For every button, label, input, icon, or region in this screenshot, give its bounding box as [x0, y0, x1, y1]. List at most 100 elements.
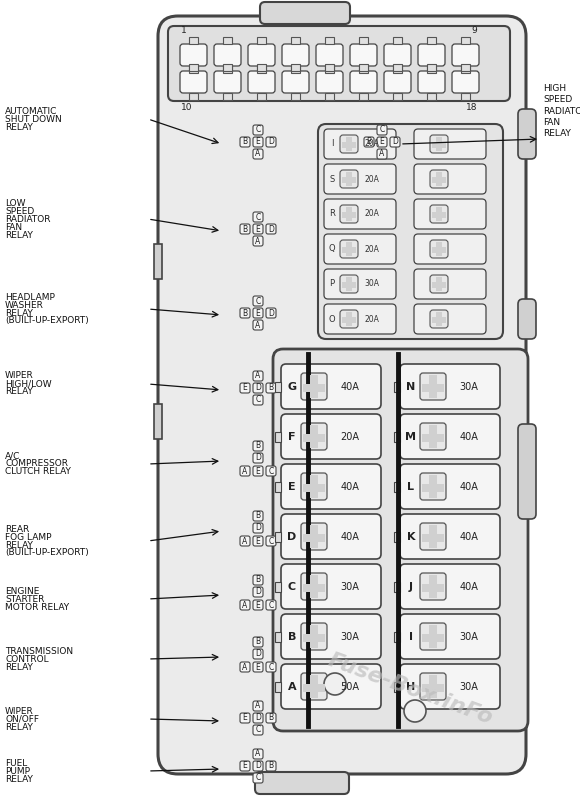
- Bar: [436, 277, 442, 291]
- Text: HEADLAMP: HEADLAMP: [5, 292, 55, 301]
- Bar: [275, 431, 281, 442]
- FancyBboxPatch shape: [266, 308, 276, 318]
- FancyBboxPatch shape: [253, 523, 263, 533]
- Bar: [427, 93, 436, 100]
- Text: D: D: [255, 384, 261, 392]
- Bar: [427, 64, 436, 71]
- Text: 18: 18: [466, 103, 477, 112]
- Text: FUEL: FUEL: [5, 758, 27, 768]
- Text: 20A: 20A: [364, 244, 379, 253]
- Bar: [432, 317, 446, 323]
- Bar: [223, 37, 232, 44]
- FancyBboxPatch shape: [430, 310, 448, 328]
- Bar: [275, 631, 281, 642]
- FancyBboxPatch shape: [420, 573, 446, 600]
- Text: FAN: FAN: [5, 222, 22, 232]
- Bar: [342, 212, 356, 218]
- FancyBboxPatch shape: [414, 164, 486, 194]
- Bar: [257, 37, 266, 44]
- Bar: [394, 381, 400, 392]
- Text: TRANSMISSION: TRANSMISSION: [5, 646, 73, 655]
- Text: E: E: [256, 137, 260, 146]
- Bar: [189, 66, 198, 73]
- Text: STARTER: STARTER: [5, 594, 45, 603]
- Text: E: E: [242, 714, 248, 722]
- FancyBboxPatch shape: [340, 310, 358, 328]
- FancyBboxPatch shape: [248, 44, 275, 66]
- FancyBboxPatch shape: [253, 296, 263, 306]
- Bar: [325, 93, 334, 100]
- Text: D: D: [268, 225, 274, 233]
- FancyBboxPatch shape: [324, 304, 396, 334]
- Text: 40A: 40A: [340, 531, 359, 542]
- Bar: [342, 142, 356, 148]
- FancyBboxPatch shape: [266, 536, 276, 546]
- Text: D: D: [392, 137, 398, 146]
- Text: B: B: [242, 225, 248, 233]
- FancyBboxPatch shape: [400, 564, 500, 609]
- FancyBboxPatch shape: [430, 240, 448, 258]
- Bar: [394, 682, 400, 691]
- Text: A/C: A/C: [5, 451, 20, 460]
- FancyBboxPatch shape: [253, 761, 263, 771]
- Bar: [303, 684, 325, 692]
- FancyBboxPatch shape: [384, 71, 411, 93]
- FancyBboxPatch shape: [240, 383, 250, 393]
- Text: RELAY: RELAY: [5, 388, 33, 396]
- Bar: [310, 575, 318, 598]
- Text: D: D: [255, 587, 261, 597]
- FancyBboxPatch shape: [350, 71, 377, 93]
- Text: CONTROL: CONTROL: [5, 654, 49, 663]
- Text: B: B: [255, 638, 260, 646]
- FancyBboxPatch shape: [266, 224, 276, 234]
- Text: C: C: [255, 725, 260, 734]
- Bar: [275, 531, 281, 542]
- FancyBboxPatch shape: [414, 269, 486, 299]
- FancyBboxPatch shape: [350, 44, 377, 66]
- Bar: [257, 64, 266, 71]
- Text: E: E: [288, 482, 296, 491]
- Bar: [429, 475, 437, 498]
- Text: E: E: [256, 225, 260, 233]
- FancyBboxPatch shape: [340, 240, 358, 258]
- Text: RELAY: RELAY: [5, 230, 33, 240]
- Bar: [436, 242, 442, 256]
- FancyBboxPatch shape: [324, 164, 396, 194]
- Text: B: B: [255, 575, 260, 585]
- FancyBboxPatch shape: [414, 129, 486, 159]
- Text: Fuse-Box.inFo: Fuse-Box.inFo: [325, 650, 495, 728]
- Bar: [422, 434, 444, 442]
- Bar: [432, 212, 446, 218]
- FancyBboxPatch shape: [158, 16, 526, 774]
- Text: RELAY: RELAY: [5, 308, 33, 317]
- Bar: [359, 37, 368, 44]
- Bar: [223, 93, 232, 100]
- Bar: [394, 431, 400, 442]
- Bar: [429, 625, 437, 648]
- Text: F: F: [288, 431, 296, 442]
- FancyBboxPatch shape: [253, 575, 263, 585]
- Text: A: A: [379, 149, 385, 158]
- Bar: [346, 242, 352, 256]
- Bar: [346, 137, 352, 151]
- FancyBboxPatch shape: [420, 623, 446, 650]
- Bar: [422, 384, 444, 392]
- Text: RELAY: RELAY: [5, 122, 33, 132]
- FancyBboxPatch shape: [240, 713, 250, 723]
- Text: 50A: 50A: [340, 682, 359, 691]
- Text: 40A: 40A: [459, 582, 478, 591]
- FancyBboxPatch shape: [214, 71, 241, 93]
- FancyBboxPatch shape: [301, 473, 327, 500]
- Bar: [189, 93, 198, 100]
- FancyBboxPatch shape: [240, 466, 250, 476]
- FancyBboxPatch shape: [316, 71, 343, 93]
- FancyBboxPatch shape: [400, 514, 500, 559]
- Text: (BUILT-UP-EXPORT): (BUILT-UP-EXPORT): [5, 548, 89, 558]
- Text: RELAY: RELAY: [5, 774, 33, 784]
- Text: C: C: [269, 601, 274, 610]
- Bar: [303, 584, 325, 592]
- Text: 40A: 40A: [459, 531, 478, 542]
- FancyBboxPatch shape: [240, 224, 250, 234]
- Text: K: K: [407, 531, 415, 542]
- Bar: [325, 37, 334, 44]
